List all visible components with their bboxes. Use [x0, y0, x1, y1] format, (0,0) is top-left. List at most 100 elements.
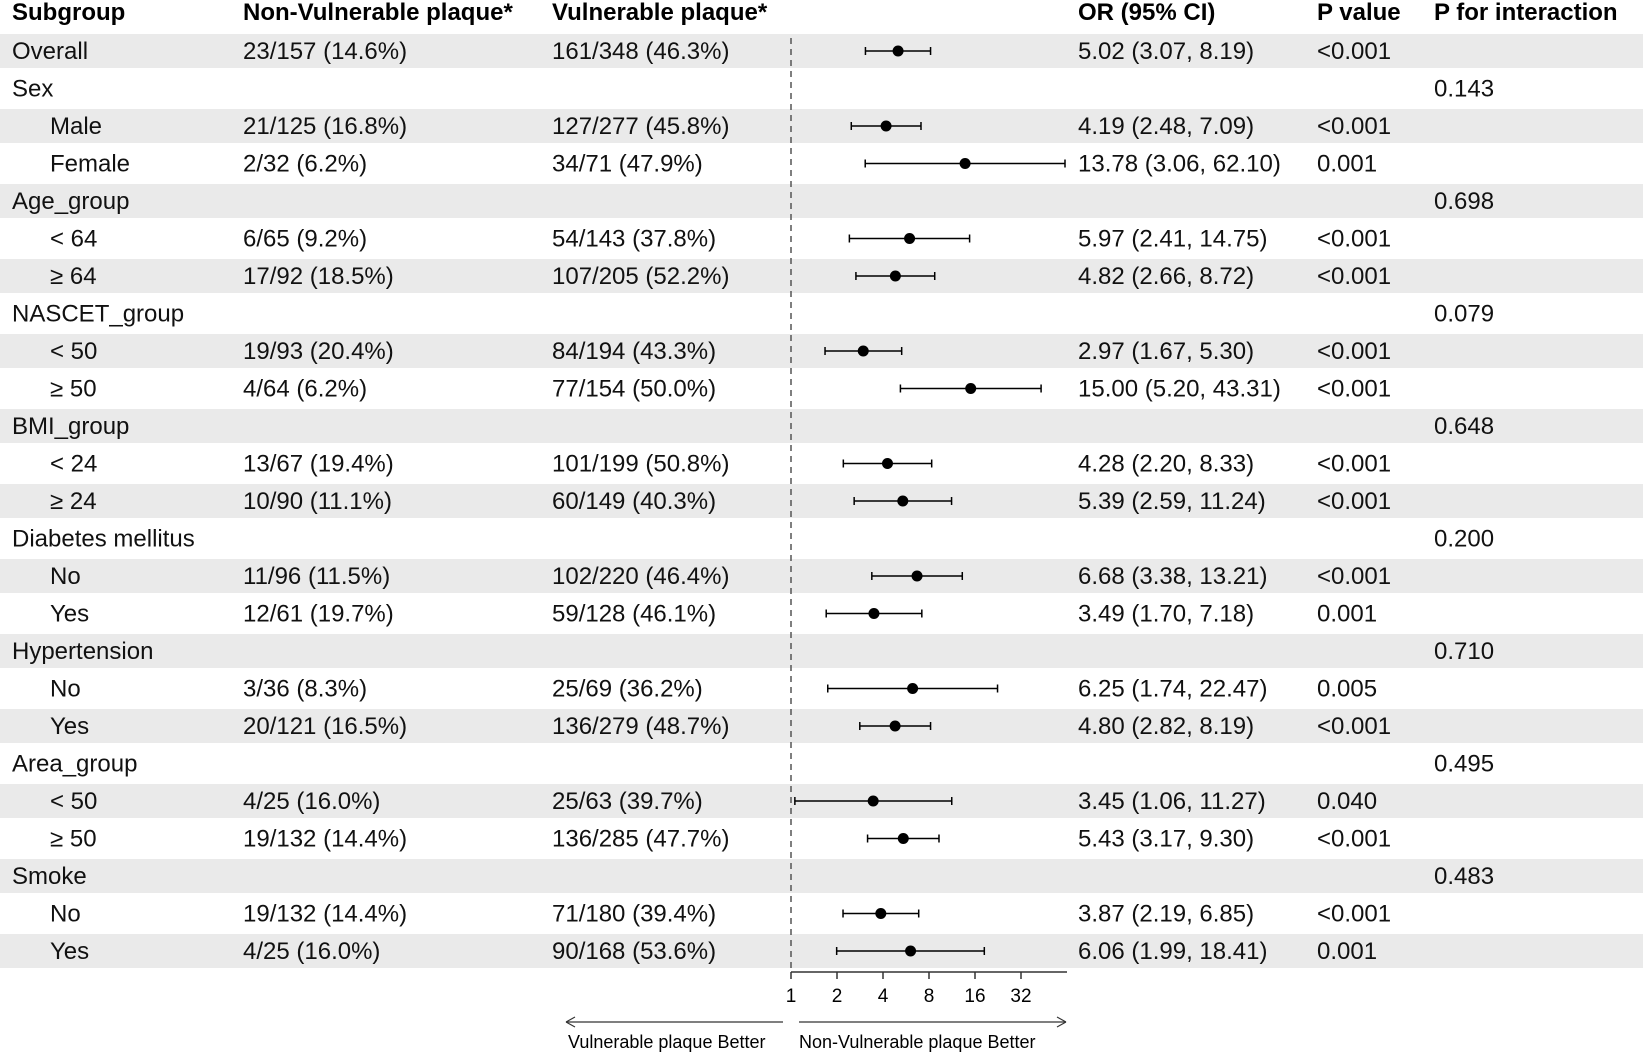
table-row: Sex 0.143	[12, 76, 1494, 103]
p-value: <0.001	[1317, 563, 1391, 590]
or-ci-text: 4.80 (2.82, 8.19)	[1078, 713, 1254, 740]
table-row: Female 2/32 (6.2%) 34/71 (47.9%) 13.78 (3.0…	[50, 151, 1377, 178]
table-row: ≥ 50 4/64 (6.2%) 77/154 (50.0%) 15.00 (5.20…	[50, 376, 1391, 403]
p-value: <0.001	[1317, 451, 1391, 478]
header-non-vulnerable: Non-Vulnerable plaque*	[243, 0, 513, 26]
non-vulnerable-count: 4/25 (16.0%)	[243, 938, 380, 965]
vulnerable-count: 77/154 (50.0%)	[552, 376, 716, 403]
or-point	[907, 683, 919, 694]
row-label: Smoke	[12, 863, 87, 890]
row-label: Area_group	[12, 751, 137, 778]
vulnerable-count: 34/71 (47.9%)	[552, 151, 703, 178]
or-point	[881, 458, 893, 469]
table-row: Smoke 0.483	[12, 863, 1494, 890]
row-stripe	[0, 109, 1643, 143]
row-label: No	[50, 563, 81, 590]
p-value: 0.001	[1317, 151, 1377, 178]
row-stripe	[0, 484, 1643, 518]
row-label: Overall	[12, 38, 88, 65]
p-value: 0.001	[1317, 601, 1377, 628]
row-label: Female	[50, 151, 130, 178]
right-arrow-head	[1056, 1016, 1067, 1028]
vulnerable-count: 84/194 (43.3%)	[552, 338, 716, 365]
table-row: No 19/132 (14.4%) 71/180 (39.4%) 3.87 (2.19…	[50, 901, 1391, 928]
p-value: <0.001	[1317, 488, 1391, 515]
p-interaction: 0.648	[1434, 413, 1494, 440]
forest-marks	[794, 45, 1066, 957]
row-label: < 50	[50, 338, 97, 365]
table-row: ≥ 50 19/132 (14.4%) 136/285 (47.7%) 5.43 (3…	[50, 826, 1391, 853]
row-stripe	[0, 559, 1643, 593]
table-rows: Overall 23/157 (14.6%) 161/348 (46.3%) 5.02…	[12, 38, 1494, 965]
non-vulnerable-count: 3/36 (8.3%)	[243, 676, 367, 703]
table-row: Area_group 0.495	[12, 751, 1494, 778]
non-vulnerable-count: 6/65 (9.2%)	[243, 226, 367, 253]
table-row: Diabetes mellitus 0.200	[12, 526, 1494, 553]
row-label: ≥ 50	[50, 826, 97, 853]
x-axis-ticks: 1 2 4 8 16 32	[786, 972, 1032, 1007]
or-ci-text: 5.39 (2.59, 11.24)	[1078, 488, 1266, 515]
row-label: Yes	[50, 938, 89, 965]
x-axis: 1 2 4 8 16 32	[786, 971, 1067, 1007]
row-stripe	[0, 934, 1643, 968]
row-label: Sex	[12, 76, 53, 103]
or-ci-text: 5.43 (3.17, 9.30)	[1078, 826, 1254, 853]
non-vulnerable-count: 17/92 (18.5%)	[243, 263, 394, 290]
vulnerable-count: 101/199 (50.8%)	[552, 451, 729, 478]
vulnerable-count: 136/279 (48.7%)	[552, 713, 729, 740]
left-direction-label: Vulnerable plaque Better	[568, 1032, 765, 1052]
row-label: ≥ 50	[50, 376, 97, 403]
row-label: No	[50, 676, 81, 703]
or-point	[867, 795, 879, 807]
or-ci-text: 5.97 (2.41, 14.75)	[1078, 226, 1267, 253]
p-value: 0.040	[1317, 788, 1377, 815]
p-interaction: 0.143	[1434, 76, 1494, 103]
row-stripe	[0, 859, 1643, 893]
table-row: ≥ 64 17/92 (18.5%) 107/205 (52.2%) 4.82 (2.…	[50, 263, 1391, 290]
row-label: Age_group	[12, 188, 129, 215]
p-interaction: 0.710	[1434, 638, 1494, 665]
non-vulnerable-count: 19/132 (14.4%)	[243, 826, 407, 853]
table-row: No 11/96 (11.5%) 102/220 (46.4%) 6.68 (3.38…	[50, 563, 1391, 590]
row-stripes	[0, 34, 1643, 968]
row-stripe	[0, 259, 1643, 293]
table-row: Hypertension 0.710	[12, 638, 1494, 665]
or-point	[905, 945, 917, 957]
or-ci-text: 4.82 (2.66, 8.72)	[1078, 263, 1254, 290]
right-direction-label: Non-Vulnerable plaque Better	[799, 1032, 1036, 1052]
non-vulnerable-count: 23/157 (14.6%)	[243, 38, 407, 65]
p-interaction: 0.698	[1434, 188, 1494, 215]
p-interaction: 0.200	[1434, 526, 1494, 553]
table-header: Subgroup Non-Vulnerable plaque* Vulnerab…	[12, 0, 1618, 26]
row-label: ≥ 64	[50, 263, 97, 290]
p-value: <0.001	[1317, 826, 1391, 853]
x-tick-label: 1	[786, 986, 797, 1007]
x-tick-label: 2	[832, 986, 843, 1007]
x-tick-label: 4	[878, 986, 889, 1007]
vulnerable-count: 25/69 (36.2%)	[552, 676, 703, 703]
vulnerable-count: 71/180 (39.4%)	[552, 901, 716, 928]
or-point	[965, 383, 977, 394]
or-ci-text: 2.97 (1.67, 5.30)	[1078, 338, 1254, 365]
p-interaction: 0.483	[1434, 863, 1494, 890]
vulnerable-count: 161/348 (46.3%)	[552, 38, 729, 65]
row-label: Hypertension	[12, 638, 153, 665]
or-ci-text: 3.49 (1.70, 7.18)	[1078, 601, 1254, 628]
or-ci-text: 5.02 (3.07, 8.19)	[1078, 38, 1254, 65]
p-value: <0.001	[1317, 263, 1391, 290]
or-point	[889, 720, 901, 732]
or-point	[889, 270, 901, 282]
p-value: <0.001	[1317, 113, 1391, 140]
row-stripe	[0, 409, 1643, 443]
row-label: No	[50, 901, 81, 928]
or-ci-text: 4.19 (2.48, 7.09)	[1078, 113, 1254, 140]
vulnerable-count: 136/285 (47.7%)	[552, 826, 729, 853]
header-subgroup: Subgroup	[12, 0, 125, 26]
table-row: < 64 6/65 (9.2%) 54/143 (37.8%) 5.97 (2.41,…	[50, 226, 1391, 253]
header-p-interaction: P for interaction	[1434, 0, 1618, 26]
non-vulnerable-count: 21/125 (16.8%)	[243, 113, 407, 140]
table-row: < 24 13/67 (19.4%) 101/199 (50.8%) 4.28 (2.…	[50, 451, 1391, 478]
row-label: < 50	[50, 788, 97, 815]
or-point	[875, 908, 887, 919]
or-ci-text: 3.87 (2.19, 6.85)	[1078, 901, 1254, 928]
